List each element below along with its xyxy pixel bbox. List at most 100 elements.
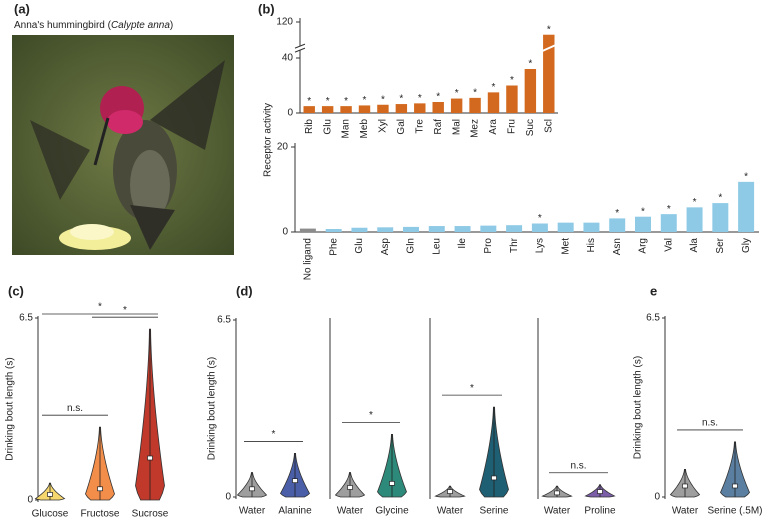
bar bbox=[712, 203, 729, 232]
y-tick-label: 0 bbox=[282, 227, 288, 238]
significance: * bbox=[547, 24, 551, 35]
y-tick-label: 40 bbox=[282, 53, 294, 64]
axis-break bbox=[295, 46, 305, 51]
significance: * bbox=[492, 82, 496, 93]
significance: * bbox=[344, 96, 348, 107]
median bbox=[554, 490, 560, 496]
median bbox=[447, 489, 453, 494]
y-axis-label: Receptor activity bbox=[263, 103, 274, 177]
x-tick-label: Glu bbox=[322, 119, 333, 135]
x-tick-label: Asp bbox=[380, 238, 391, 256]
y-tick-label: 0 bbox=[287, 108, 293, 119]
bar bbox=[428, 226, 445, 232]
comparison-label: n.s. bbox=[702, 418, 718, 429]
bar bbox=[340, 106, 352, 113]
median bbox=[147, 455, 153, 461]
comparison-label: * bbox=[123, 305, 127, 316]
bar bbox=[660, 214, 677, 232]
x-tick-label: Rib bbox=[304, 119, 315, 134]
x-tick-label: Ser bbox=[715, 237, 726, 253]
bar-break bbox=[541, 44, 556, 53]
x-tick-label: Water bbox=[337, 506, 364, 517]
x-tick-label: Met bbox=[560, 238, 571, 255]
x-tick-label: Lys bbox=[535, 238, 546, 253]
significance: * bbox=[363, 95, 367, 106]
bar bbox=[543, 34, 555, 113]
x-tick-label: Water bbox=[672, 506, 699, 517]
significance: * bbox=[455, 88, 459, 99]
median bbox=[47, 492, 53, 497]
median bbox=[292, 478, 298, 484]
x-tick-label: Mal bbox=[451, 119, 462, 135]
x-tick-label: His bbox=[586, 238, 597, 252]
bar bbox=[469, 97, 481, 113]
median bbox=[347, 485, 353, 490]
y-tick-label: 6.5 bbox=[19, 313, 33, 324]
comparison-label: n.s. bbox=[67, 403, 83, 414]
y-tick-label: 0 bbox=[225, 492, 231, 503]
y-tick-label: 6.5 bbox=[217, 315, 231, 326]
axis-break bbox=[294, 43, 306, 49]
x-tick-label: Ara bbox=[488, 119, 499, 135]
median bbox=[597, 489, 603, 494]
y-tick-label: 20 bbox=[277, 142, 289, 153]
y-tick-label: 6.5 bbox=[646, 313, 660, 324]
panel-label: (c) bbox=[8, 283, 24, 298]
bar bbox=[377, 104, 389, 113]
bar bbox=[377, 227, 394, 232]
significance: * bbox=[510, 75, 514, 86]
panel-label: (b) bbox=[258, 1, 275, 16]
significance: * bbox=[667, 204, 671, 215]
x-tick-label: Alanine bbox=[278, 506, 312, 517]
median bbox=[682, 483, 688, 489]
x-tick-label: No ligand bbox=[303, 238, 314, 280]
species: Calypte anna bbox=[111, 20, 170, 31]
median bbox=[249, 486, 255, 492]
x-tick-label: Leu bbox=[431, 238, 442, 255]
x-tick-label: Val bbox=[663, 238, 674, 252]
bar bbox=[321, 106, 334, 113]
median bbox=[732, 483, 738, 489]
bar bbox=[351, 227, 368, 232]
caption-text: Anna's hummingbird ( bbox=[14, 20, 112, 31]
x-tick-label: Ala bbox=[689, 238, 700, 253]
bar bbox=[506, 225, 523, 232]
y-tick-label: 0 bbox=[654, 492, 660, 503]
x-tick-label: Raf bbox=[433, 119, 444, 135]
panel-label: (a) bbox=[14, 1, 30, 16]
comparison-label: * bbox=[470, 383, 474, 394]
significance: * bbox=[436, 92, 440, 103]
median bbox=[491, 475, 497, 481]
bar bbox=[414, 103, 426, 113]
x-tick-label: Meb bbox=[359, 119, 370, 139]
bar bbox=[303, 106, 315, 113]
significance: * bbox=[538, 213, 542, 224]
bar bbox=[506, 85, 518, 113]
x-tick-label: Asn bbox=[612, 238, 623, 255]
bar bbox=[557, 222, 574, 232]
x-tick-label: Fructose bbox=[81, 509, 120, 518]
x-tick-label: Suc bbox=[525, 119, 536, 136]
significance: * bbox=[418, 93, 422, 104]
significance: * bbox=[381, 94, 385, 105]
x-tick-label: Scl bbox=[543, 119, 554, 133]
x-tick-label: Serine bbox=[480, 506, 509, 517]
significance: * bbox=[744, 171, 748, 182]
bar bbox=[531, 223, 548, 232]
bar bbox=[454, 226, 471, 232]
significance: * bbox=[718, 193, 722, 204]
photo-caption: Anna's hummingbird (Calypte anna) bbox=[14, 20, 173, 31]
significance: * bbox=[399, 94, 403, 105]
significance: * bbox=[693, 197, 697, 208]
bar bbox=[480, 225, 497, 232]
x-tick-label: Pro bbox=[483, 238, 494, 254]
significance: * bbox=[307, 96, 311, 107]
median bbox=[97, 486, 103, 492]
median bbox=[389, 481, 395, 486]
photo bbox=[12, 35, 234, 255]
x-tick-label: Phe bbox=[328, 238, 339, 256]
x-tick-label: Sucrose bbox=[132, 509, 169, 518]
significance: * bbox=[528, 59, 532, 70]
bar bbox=[738, 181, 755, 232]
panel-label: e bbox=[650, 283, 657, 298]
